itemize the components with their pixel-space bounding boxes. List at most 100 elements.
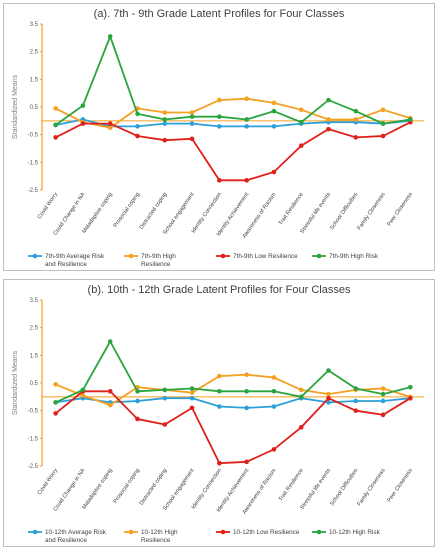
data-point xyxy=(271,404,277,409)
y-tick-label: -2.5 xyxy=(28,464,39,470)
y-tick-label: -1.5 xyxy=(28,436,39,442)
data-point xyxy=(217,114,222,119)
data-point xyxy=(80,103,86,108)
data-point xyxy=(298,387,304,393)
x-category-label: Identity Connection xyxy=(191,192,223,235)
data-point xyxy=(326,97,331,103)
series-line xyxy=(55,33,411,126)
y-tick-label: 0.5 xyxy=(30,381,39,387)
data-point xyxy=(244,117,249,122)
x-category-label: Distracted coping xyxy=(139,192,169,231)
data-point xyxy=(380,398,386,404)
data-point xyxy=(162,395,168,401)
x-category-label: Peer Closeness xyxy=(386,468,414,504)
y-axis-label: Standardized Means xyxy=(12,74,19,139)
data-point xyxy=(326,391,331,397)
legend-marker xyxy=(220,253,226,259)
data-point xyxy=(326,117,331,122)
data-point xyxy=(217,373,222,379)
data-point xyxy=(162,387,168,393)
y-tick-label: 1.5 xyxy=(30,77,39,83)
data-point xyxy=(162,110,168,115)
y-axis-label: Standardized Means xyxy=(12,350,19,415)
data-point xyxy=(353,117,359,122)
x-category-label: Trait Resilience xyxy=(278,192,305,227)
legend-label: 7th-9th High Risk xyxy=(329,253,379,260)
data-point xyxy=(271,108,277,114)
x-category-label: Family Closeness xyxy=(356,468,386,508)
data-point xyxy=(380,133,386,139)
y-tick-label: 0.5 xyxy=(30,105,39,111)
y-tick-label: -0.5 xyxy=(28,133,39,139)
data-point xyxy=(217,178,222,183)
x-category-label: School Difficulties xyxy=(329,468,359,508)
data-point xyxy=(380,386,386,391)
data-point xyxy=(162,137,168,143)
chart-title: (b). 10th - 12th Grade Latent Profiles f… xyxy=(88,284,351,296)
chart-title: (a). 7th - 9th Grade Latent Profiles for… xyxy=(94,8,345,20)
data-point xyxy=(244,372,249,377)
data-point xyxy=(244,459,249,465)
data-point xyxy=(271,169,277,175)
data-point xyxy=(217,389,222,394)
data-point xyxy=(298,107,304,113)
data-point xyxy=(189,390,195,395)
data-point xyxy=(107,34,113,39)
legend-label: 7th-9th Average Risk and Resilience xyxy=(45,253,105,268)
data-point xyxy=(217,404,222,409)
legend-marker xyxy=(316,529,322,535)
data-point xyxy=(271,447,277,452)
x-category-label: Trait Resilience xyxy=(278,468,305,503)
data-point xyxy=(189,121,195,126)
data-point xyxy=(271,124,277,129)
data-point xyxy=(380,121,386,126)
y-tick-label: 2.5 xyxy=(30,326,39,332)
x-category-label: Maladaptive coping xyxy=(81,468,114,511)
y-tick-label: 2.5 xyxy=(30,50,39,56)
legend-label: 10-12th Average Risk and Resilience xyxy=(45,529,107,544)
x-category-label: School Difficulties xyxy=(329,192,359,232)
legend-label: 7th-9th Low Resilience xyxy=(233,253,298,260)
data-point xyxy=(217,124,222,129)
x-category-label: Stressful life events xyxy=(299,468,332,511)
data-point xyxy=(244,124,249,129)
legend-label: 10-12th Low Resilience xyxy=(233,529,300,536)
data-point xyxy=(189,405,195,411)
data-point xyxy=(53,400,58,405)
data-point xyxy=(217,97,222,103)
data-point xyxy=(162,121,168,126)
data-point xyxy=(353,386,359,391)
data-point xyxy=(353,135,359,140)
data-point xyxy=(298,394,304,400)
data-point xyxy=(135,398,140,404)
legend-marker xyxy=(128,253,134,259)
data-point xyxy=(189,114,195,119)
data-point xyxy=(298,424,304,430)
data-point xyxy=(298,143,304,149)
y-tick-label: -2.5 xyxy=(28,188,39,194)
line-chart-b: (b). 10th - 12th Grade Latent Profiles f… xyxy=(12,284,424,544)
data-point xyxy=(53,382,58,387)
legend-label: 10-12th High Resilience xyxy=(141,529,178,544)
data-point xyxy=(353,108,359,114)
data-point xyxy=(326,395,331,401)
data-point xyxy=(408,395,413,401)
y-tick-label: -1.5 xyxy=(28,160,39,166)
data-point xyxy=(135,416,140,422)
x-category-label: Covid Worry xyxy=(37,468,60,497)
x-category-label: Covid Worry xyxy=(37,192,60,221)
chart-panel-b: (b). 10th - 12th Grade Latent Profiles f… xyxy=(3,279,435,547)
data-point xyxy=(162,117,168,122)
data-point xyxy=(189,395,195,401)
data-point xyxy=(189,110,195,115)
data-point xyxy=(80,121,86,126)
legend-marker xyxy=(32,529,38,535)
legend-label: 10-12th High Risk xyxy=(329,529,381,536)
data-point xyxy=(271,100,277,106)
legend-marker xyxy=(316,253,322,259)
series-line xyxy=(55,373,411,407)
data-point xyxy=(380,412,386,418)
data-point xyxy=(80,393,86,398)
data-point xyxy=(189,386,195,391)
data-point xyxy=(244,178,249,183)
